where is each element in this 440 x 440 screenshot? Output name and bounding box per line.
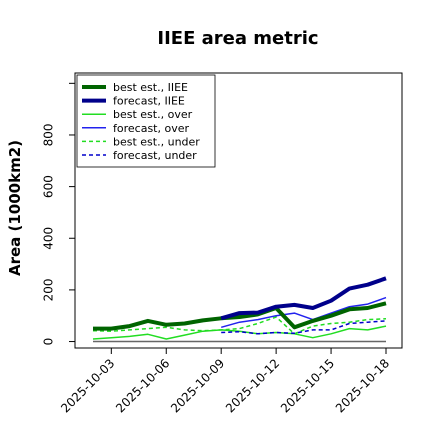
- series-line-0: [93, 301, 387, 331]
- series-lines: [92, 276, 387, 343]
- series-line-2: [92, 325, 387, 340]
- y-tick-label: 200: [42, 278, 56, 301]
- legend-entry-label: forecast, under: [113, 149, 197, 162]
- series-line-1: [220, 276, 387, 321]
- y-axis-label: Area (1000km2): [6, 140, 24, 276]
- x-tick-label: 2025-10-15: [278, 356, 337, 415]
- legend-entry-label: forecast, over: [113, 122, 189, 135]
- x-tick-label: 2025-10-09: [168, 356, 227, 415]
- legend-entry-label: best est., over: [113, 108, 193, 121]
- x-tick-label: 2025-10-06: [113, 356, 172, 415]
- series-line-4: [92, 316, 387, 335]
- legend-entry-label: best est., IIEE: [113, 81, 188, 94]
- y-tick-label: 800: [42, 124, 56, 147]
- y-tick-label: 400: [42, 227, 56, 250]
- legend-box: [76, 74, 216, 168]
- legend-entry-label: forecast, IIEE: [113, 95, 185, 108]
- x-tick-label: 2025-10-18: [333, 356, 392, 415]
- chart-title: IIEE area metric: [157, 28, 318, 49]
- y-axis: 0 200 400 600 800: [42, 82, 75, 346]
- y-tick-label: 600: [42, 175, 56, 198]
- x-tick-label: 2025-10-12: [223, 356, 282, 415]
- x-tick-label: 2025-10-03: [58, 356, 117, 415]
- y-tick-label: 0: [42, 338, 56, 346]
- legend-entry-label: best est., under: [113, 135, 200, 148]
- x-axis: 2025-10-032025-10-062025-10-092025-10-12…: [58, 348, 392, 415]
- plot-area-frame: [74, 72, 403, 349]
- series-line-3: [220, 296, 387, 329]
